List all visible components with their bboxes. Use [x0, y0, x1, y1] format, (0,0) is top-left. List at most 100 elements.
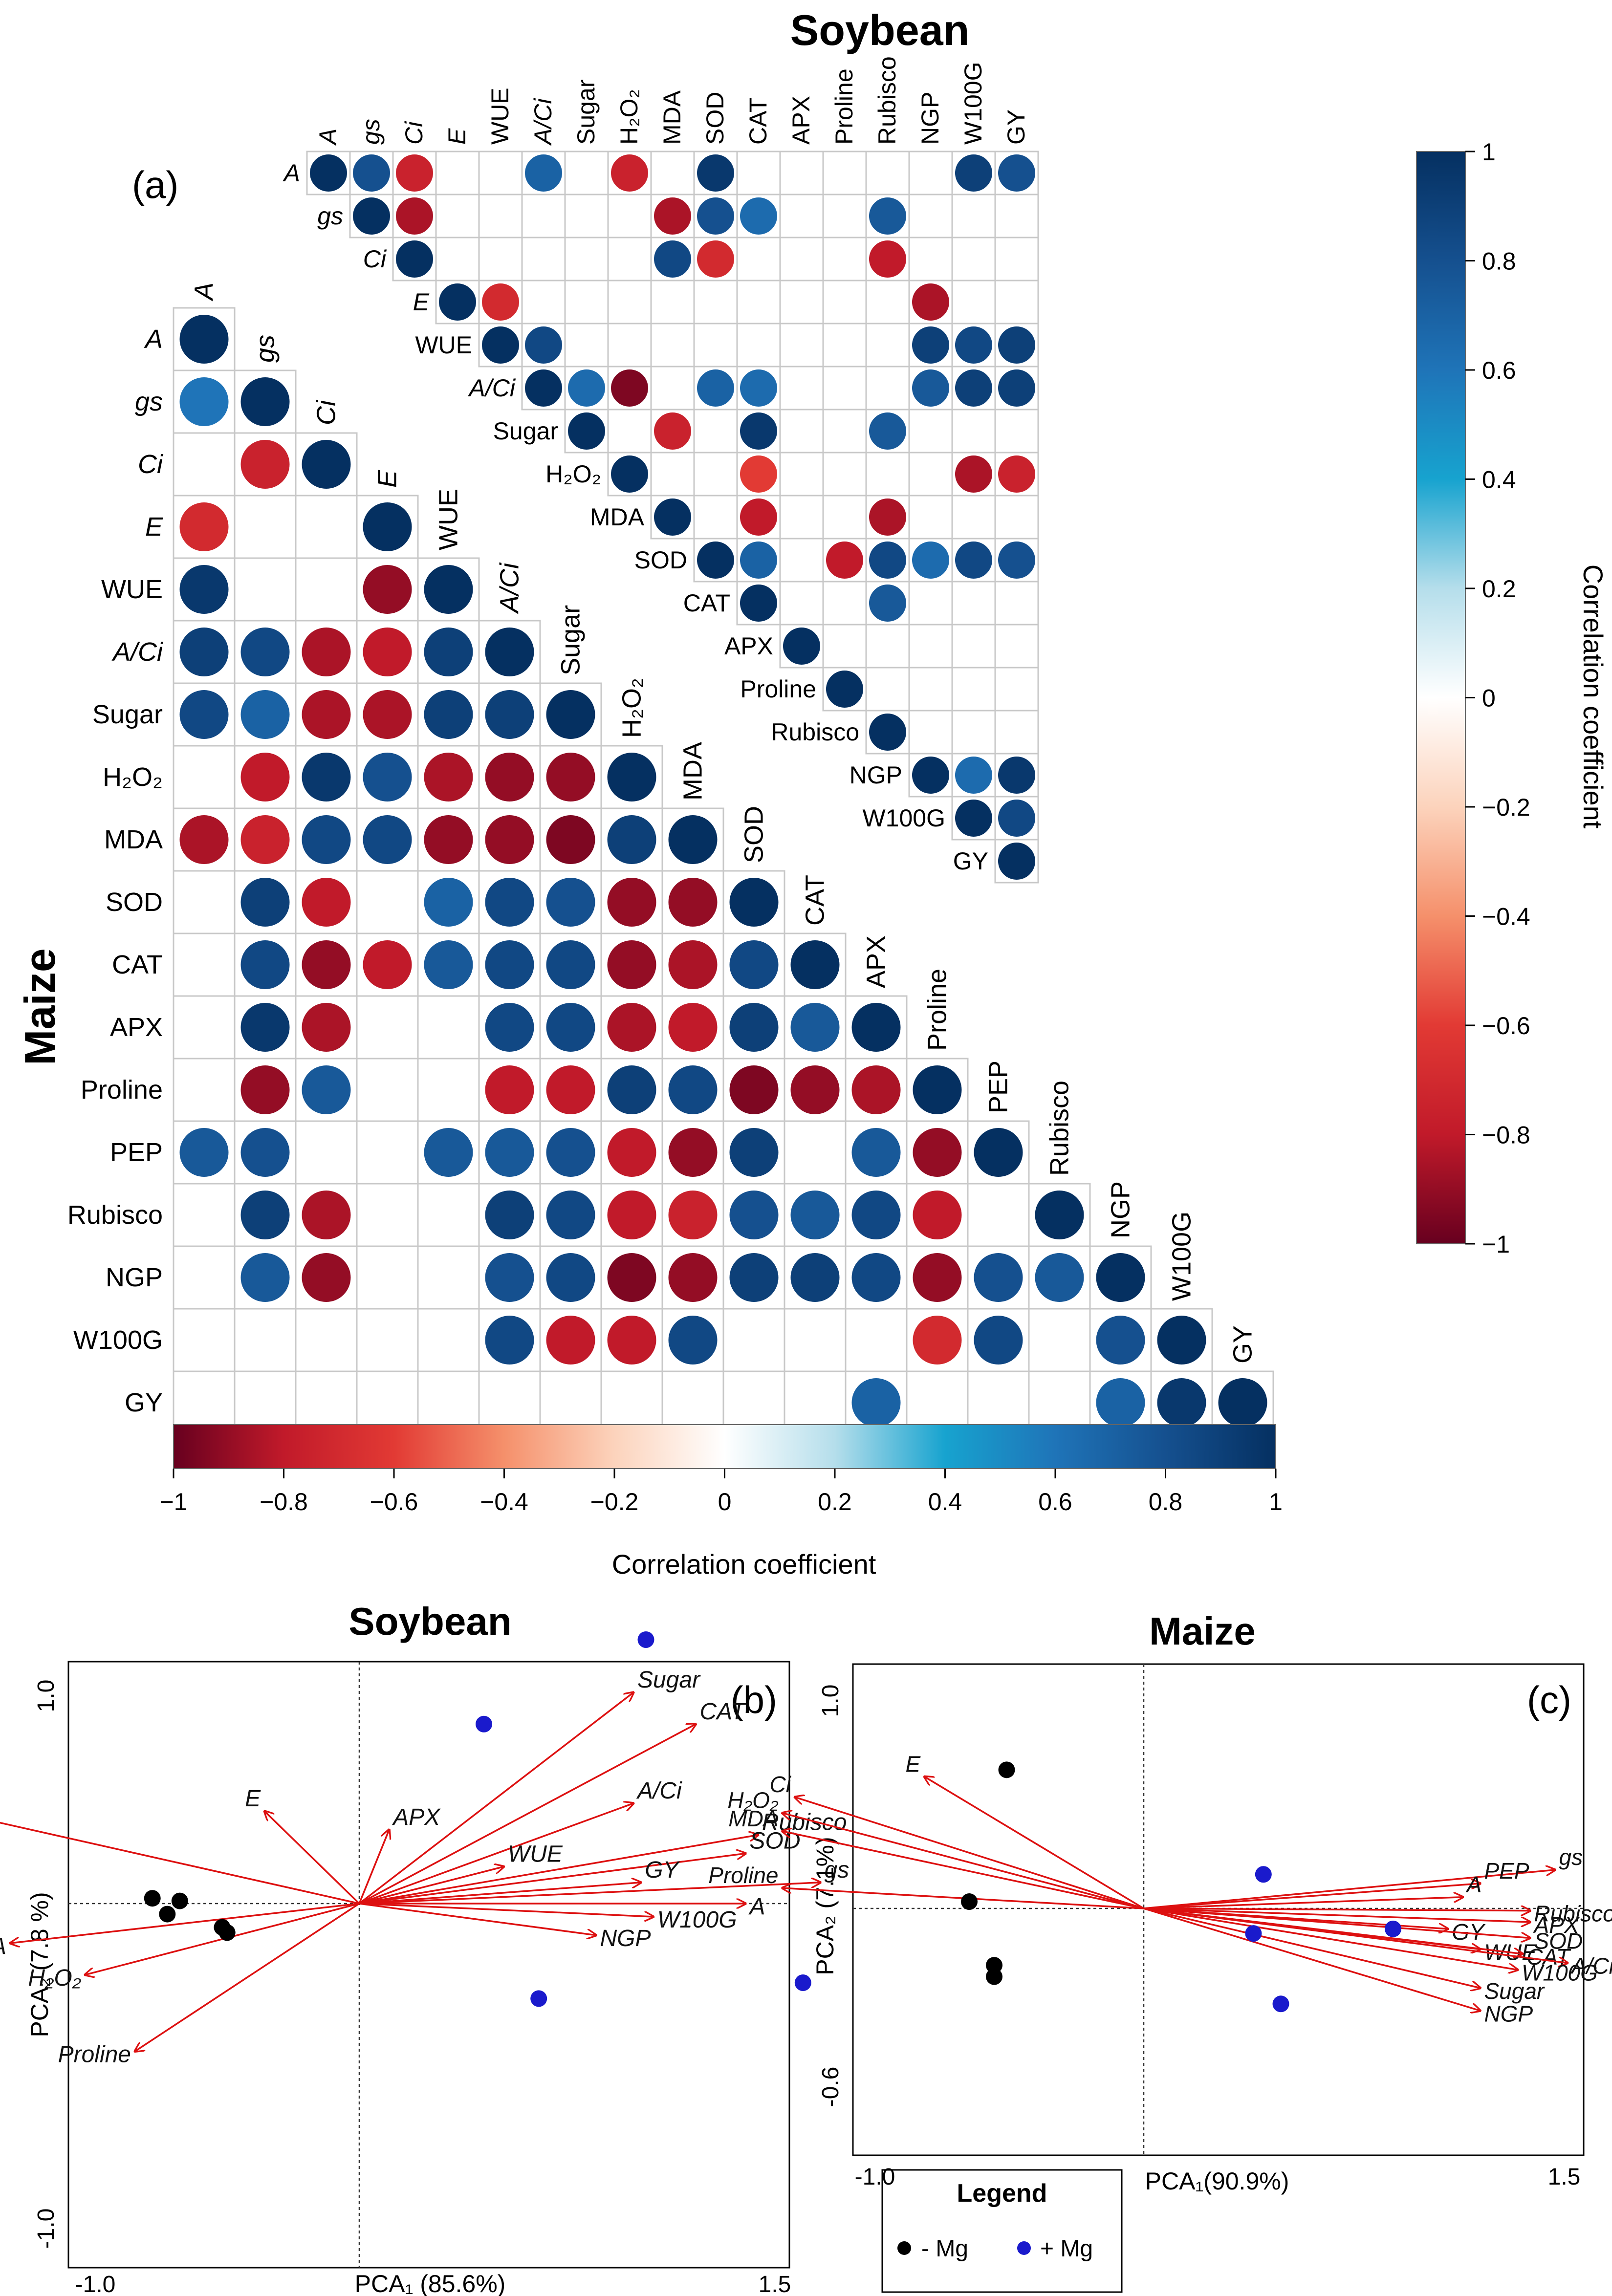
maize-corr-circle-rubisco-ci: [302, 1191, 351, 1239]
soy-corr-circle-a-ci-sod: [697, 369, 734, 407]
maize-corr-circle-sod-a-ci: [485, 878, 534, 927]
soy-cell: [908, 409, 953, 454]
maize-corr-circle-w100g-proline: [913, 1316, 962, 1365]
soy-cell: [779, 581, 824, 626]
maize-corr-circle-pep-a: [179, 1128, 229, 1177]
soy-col-label-sugar: Sugar: [572, 80, 600, 145]
pca-soy-loading-arrow-w100g: [359, 1903, 654, 1917]
maize-corr-circle-sugar-a: [179, 690, 229, 739]
pca-maize-loading-arrow-sod: [1143, 1907, 1530, 1938]
soy-corr-circle-sugar-sugar: [568, 412, 605, 450]
soy-col-label-a: A: [314, 129, 342, 146]
maize-corr-circle-wue-wue: [424, 565, 473, 614]
soy-corr-circle-ci-ci: [396, 240, 433, 278]
maize-corr-circle-mda-gs: [240, 815, 290, 864]
pca-soy-loading-arrow-gs: [359, 1883, 821, 1905]
maize-corr-circle-apx-mda: [668, 1003, 718, 1052]
maize-corr-circle-rubisco-apx: [851, 1191, 901, 1239]
soy-cell: [951, 495, 996, 540]
maize-corr-circle-gy-ngp: [1096, 1378, 1145, 1427]
maize-corr-circle-e-a: [179, 502, 229, 551]
hbar-tick-label: −0.6: [370, 1488, 418, 1516]
maize-cell: [295, 1308, 358, 1372]
soy-col-label-a-ci: A/Ci: [529, 98, 557, 146]
pca-maize-loading-label-pep: PEP: [1484, 1858, 1529, 1884]
maize-corr-circle-ngp-a-ci: [485, 1253, 534, 1302]
soy-corr-circle-ci-rubisco: [869, 240, 906, 278]
maize-col-label-sod: SOD: [740, 806, 769, 863]
soy-cell: [994, 194, 1039, 238]
soy-cell: [994, 839, 1039, 884]
maize-row-label-pep: PEP: [110, 1138, 163, 1167]
maize-col-label-a-ci: A/Ci: [495, 562, 524, 614]
soy-row-label-sod: SOD: [634, 546, 687, 574]
maize-corr-circle-a-ci-wue: [424, 628, 473, 676]
maize-corr-circle-cat-mda: [668, 940, 718, 989]
soy-corr-circle-ci-mda: [654, 240, 691, 278]
maize-corr-circle-a-ci-e: [363, 628, 412, 676]
soy-row-label-proline: Proline: [740, 675, 816, 703]
soy-corr-circle-sugar-cat: [740, 412, 777, 450]
pca-maize-plus-mg-point: [1255, 1866, 1272, 1883]
soy-cell: [779, 280, 824, 325]
soy-cell: [951, 667, 996, 712]
maize-corr-circle-cat-e: [363, 940, 412, 989]
maize-corr-circle-gy-apx: [851, 1378, 901, 1427]
soy-row-label-cat: CAT: [683, 589, 730, 617]
maize-corr-circle-proline-sugar: [546, 1065, 595, 1114]
maize-corr-circle-h2o2-h2o2: [607, 753, 656, 801]
soy-corr-circle-cat-cat: [740, 585, 777, 622]
soy-corr-circle-a-h2o2: [611, 154, 648, 192]
soy-col-label-sod: SOD: [701, 92, 729, 145]
maize-cell: [173, 745, 236, 809]
maize-corr-circle-pep-apx: [851, 1128, 901, 1177]
maize-cell: [356, 1245, 419, 1310]
vertical-colorbar: [1416, 151, 1466, 1244]
maize-corr-circle-a-ci-ci: [302, 628, 351, 676]
maize-row-label-sugar: Sugar: [92, 700, 163, 729]
pca-maize-loading-label-apx: APX: [1533, 1912, 1580, 1938]
maize-row-label-a-ci: A/Ci: [111, 637, 164, 667]
pca-soy-loading-arrow-rubisco: [359, 1835, 758, 1905]
soy-cell: [951, 710, 996, 755]
maize-corr-circle-h2o2-wue: [424, 753, 473, 801]
hbar-tick-label: −0.8: [260, 1488, 308, 1516]
maize-corr-circle-a-a: [179, 315, 229, 364]
maize-corr-circle-sod-ci: [302, 878, 351, 927]
soy-cell: [779, 366, 824, 411]
maize-corr-circle-w100g-a-ci: [485, 1316, 534, 1365]
pca-maize-frame: [852, 1663, 1585, 2156]
soy-corr-circle-wue-w100g: [955, 326, 992, 364]
soy-cell: [693, 409, 738, 454]
maize-cell: [722, 1308, 785, 1372]
soy-cell: [822, 323, 867, 368]
soy-cell: [521, 194, 566, 238]
soy-corr-circle-gs-gs: [353, 197, 390, 235]
hbar-tick-label: −1: [159, 1488, 187, 1516]
soy-cell: [951, 280, 996, 325]
maize-corr-circle-sod-sod: [729, 878, 779, 927]
soy-cell: [822, 452, 867, 497]
maize-row-label-gy: GY: [125, 1388, 163, 1417]
maize-cell: [234, 495, 297, 559]
soy-corr-circle-gs-cat: [740, 197, 777, 235]
maize-row-label-sod: SOD: [106, 888, 163, 917]
soy-cell: [822, 409, 867, 454]
maize-corr-circle-sugar-gs: [240, 690, 290, 739]
pca-maize-loading-arrow-a: [1143, 1897, 1463, 1909]
maize-corr-circle-sugar-a-ci: [485, 690, 534, 739]
soy-cell: [564, 323, 609, 368]
maize-col-label-gs: gs: [251, 335, 280, 363]
maize-corr-circle-proline-mda: [668, 1065, 718, 1114]
pca-maize-loading-arrow-a-ci: [1143, 1907, 1568, 1963]
soy-col-label-apx: APX: [787, 96, 815, 145]
pca-maize-loading-label-e: E: [906, 1751, 921, 1776]
vbar-tick-label: −0.4: [1482, 903, 1530, 931]
soy-corr-circle-w100g-gy: [998, 800, 1035, 837]
soy-cell: [865, 452, 910, 497]
maize-col-label-rubisco: Rubisco: [1045, 1081, 1074, 1176]
soy-corr-circle-mda-rubisco: [869, 498, 906, 536]
maize-cell: [845, 1308, 908, 1372]
maize-row-label-gs: gs: [135, 387, 163, 416]
maize-row-label-w100g: W100G: [73, 1325, 163, 1355]
